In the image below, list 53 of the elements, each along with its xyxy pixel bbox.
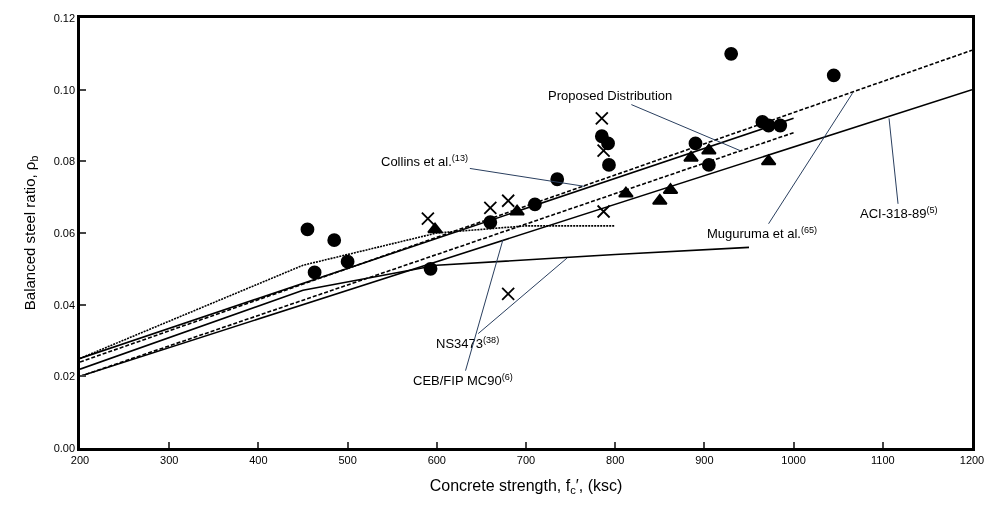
point — [594, 111, 609, 126]
point — [701, 158, 716, 172]
point — [683, 150, 699, 162]
point — [688, 136, 703, 151]
x-axis-title: Concrete strength, f$_{c}$′, (ksc) — [429, 476, 623, 497]
x-tick-label: 800 — [606, 453, 625, 466]
x-tick-label: 1200 — [959, 453, 985, 466]
annotation: Proposed Distribution — [548, 88, 673, 103]
point — [483, 201, 498, 215]
point — [773, 118, 788, 133]
y-tick-label: 0.02 — [53, 370, 76, 383]
y-tick-label: 0.04 — [53, 298, 76, 311]
point — [760, 154, 777, 166]
x-tick-label: 300 — [160, 453, 179, 466]
annotation: CEB/FIP MC90$^{(6)}$ — [413, 372, 513, 389]
point — [501, 287, 516, 301]
point — [701, 143, 717, 155]
point — [651, 193, 668, 205]
point — [420, 211, 435, 226]
annotation: NS3473$^{(38)}$ — [436, 335, 500, 352]
annotation: Muguruma et al.$^{(65)}$ — [707, 225, 818, 242]
point — [501, 193, 516, 208]
x-tick-label: 500 — [338, 453, 357, 466]
point — [826, 68, 841, 83]
point — [483, 215, 498, 230]
point — [423, 261, 438, 276]
point — [327, 233, 342, 248]
x-tick-label: 400 — [249, 453, 268, 466]
x-tick-label: 700 — [516, 453, 536, 466]
point — [340, 254, 355, 269]
y-tick-label: 0.12 — [53, 11, 76, 24]
point — [528, 197, 542, 212]
x-tick-label: 1100 — [870, 453, 895, 466]
x-tick-label: 600 — [427, 453, 446, 466]
point — [427, 222, 443, 234]
point — [602, 158, 616, 172]
point — [300, 222, 315, 237]
annotation: Collins et al.$^{(13)}$ — [381, 153, 468, 170]
y-tick-label: 0.08 — [53, 155, 76, 168]
y-tick-label: 0.06 — [53, 226, 76, 239]
point — [509, 204, 525, 216]
point — [307, 265, 322, 280]
x-tick-label: 1000 — [781, 453, 806, 466]
y-tick-label: 0.10 — [53, 83, 76, 96]
point — [618, 186, 634, 198]
point — [596, 143, 611, 158]
point — [596, 204, 611, 219]
point — [761, 118, 776, 133]
x-tick-label: 900 — [695, 453, 714, 466]
point — [724, 46, 739, 61]
annotation: ACI-318-89$^{(5)}$ — [860, 205, 938, 222]
y-tick-label: 0.00 — [53, 441, 76, 454]
x-tick-label: 200 — [70, 453, 90, 466]
